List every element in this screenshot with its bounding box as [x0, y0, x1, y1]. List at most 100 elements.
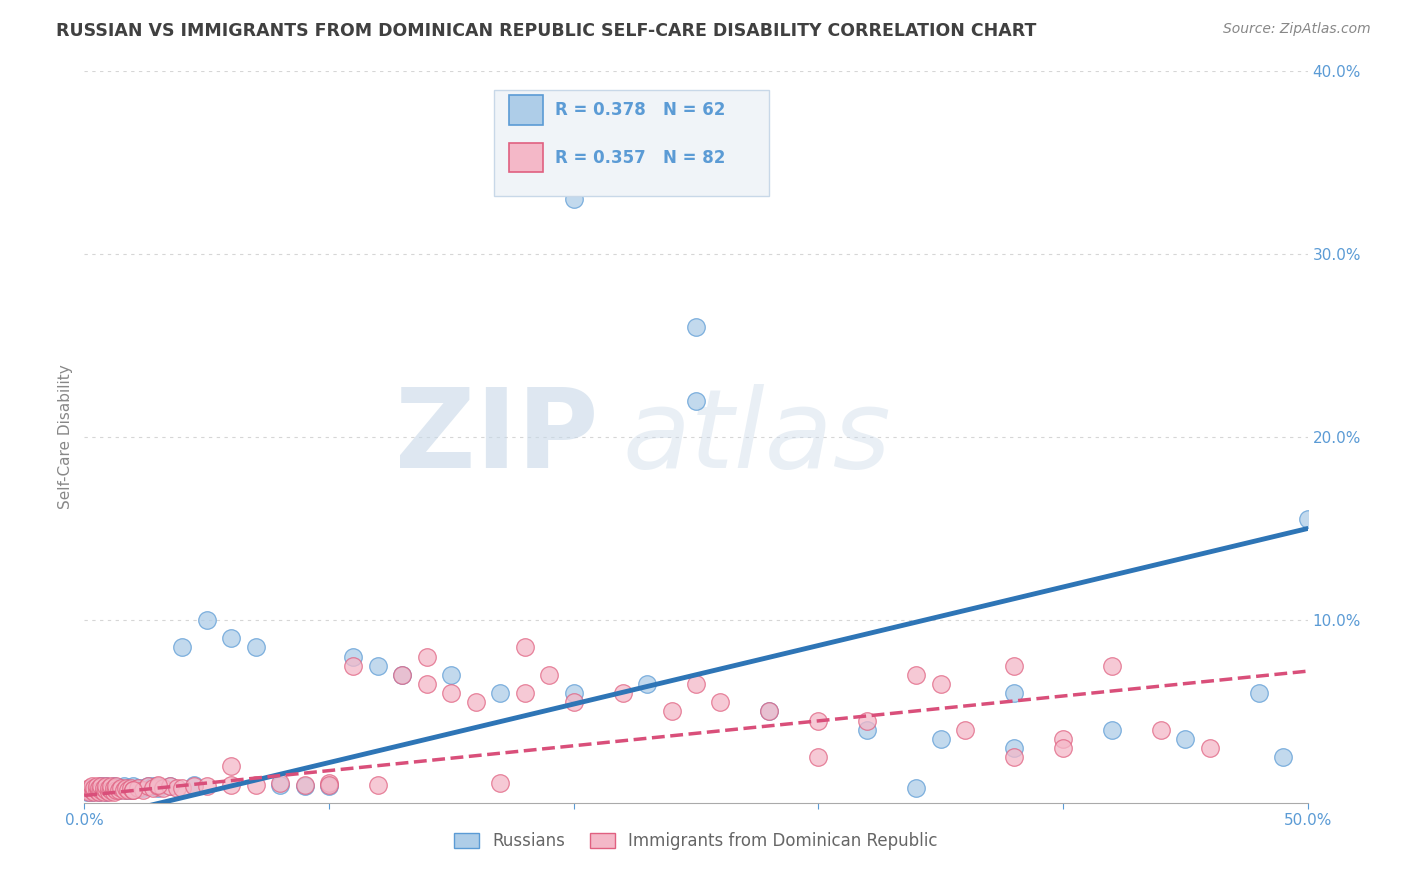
- Point: [120, 781, 142, 796]
- Point: [758, 705, 780, 719]
- Point: [1002, 658, 1025, 673]
- Point: [1101, 723, 1123, 737]
- Point: [105, 780, 128, 794]
- Point: [318, 780, 340, 794]
- Point: [513, 640, 536, 655]
- Point: [105, 783, 128, 797]
- Point: [685, 677, 707, 691]
- Point: [142, 781, 165, 796]
- Point: [416, 649, 439, 664]
- Point: [90, 780, 112, 794]
- Point: [489, 775, 512, 789]
- Text: R = 0.378   N = 62: R = 0.378 N = 62: [555, 101, 725, 120]
- Point: [612, 686, 634, 700]
- Point: [103, 781, 125, 796]
- Point: [142, 780, 165, 794]
- Point: [391, 667, 413, 681]
- Point: [1052, 740, 1074, 755]
- Point: [856, 723, 879, 737]
- Point: [86, 783, 108, 797]
- Point: [1150, 723, 1173, 737]
- Text: R = 0.357   N = 82: R = 0.357 N = 82: [555, 149, 725, 167]
- Text: ZIP: ZIP: [395, 384, 598, 491]
- Point: [127, 781, 149, 796]
- Point: [76, 783, 98, 797]
- Point: [1296, 512, 1319, 526]
- Point: [709, 695, 731, 709]
- FancyBboxPatch shape: [509, 95, 543, 125]
- Point: [464, 695, 486, 709]
- Point: [269, 775, 291, 789]
- Point: [77, 781, 100, 796]
- Point: [90, 783, 112, 797]
- Point: [159, 780, 181, 794]
- Point: [219, 632, 242, 646]
- Point: [562, 192, 585, 206]
- Point: [367, 778, 389, 792]
- Point: [758, 705, 780, 719]
- Point: [93, 783, 115, 797]
- Point: [342, 649, 364, 664]
- Point: [87, 785, 110, 799]
- Point: [195, 613, 218, 627]
- Point: [83, 785, 105, 799]
- Point: [83, 781, 105, 796]
- Point: [905, 781, 928, 796]
- Point: [1002, 740, 1025, 755]
- FancyBboxPatch shape: [494, 90, 769, 195]
- Point: [183, 778, 205, 792]
- Point: [80, 781, 103, 796]
- Point: [93, 781, 115, 796]
- Point: [122, 780, 145, 794]
- Point: [86, 783, 108, 797]
- Point: [294, 778, 316, 792]
- Point: [159, 780, 181, 794]
- Point: [117, 783, 139, 797]
- Point: [489, 686, 512, 700]
- Y-axis label: Self-Care Disability: Self-Care Disability: [58, 365, 73, 509]
- Point: [219, 778, 242, 792]
- Point: [122, 783, 145, 797]
- Point: [97, 781, 120, 796]
- Point: [110, 781, 132, 796]
- Legend: Russians, Immigrants from Dominican Republic: Russians, Immigrants from Dominican Repu…: [447, 825, 945, 856]
- Point: [685, 393, 707, 408]
- Point: [146, 781, 169, 796]
- Point: [905, 667, 928, 681]
- Point: [562, 695, 585, 709]
- Point: [132, 781, 155, 796]
- Point: [953, 723, 976, 737]
- Point: [112, 783, 135, 797]
- Point: [90, 783, 112, 797]
- Point: [87, 785, 110, 799]
- Point: [636, 677, 658, 691]
- Point: [245, 640, 267, 655]
- Point: [83, 783, 105, 797]
- Point: [1272, 750, 1295, 764]
- Point: [80, 783, 103, 797]
- Point: [117, 781, 139, 796]
- Point: [86, 781, 108, 796]
- Point: [86, 780, 108, 794]
- Point: [513, 686, 536, 700]
- Point: [294, 780, 316, 794]
- Point: [146, 780, 169, 794]
- Point: [807, 750, 830, 764]
- Text: Source: ZipAtlas.com: Source: ZipAtlas.com: [1223, 22, 1371, 37]
- Point: [105, 781, 128, 796]
- Point: [136, 780, 159, 794]
- Text: atlas: atlas: [623, 384, 891, 491]
- Point: [127, 781, 149, 796]
- Point: [391, 667, 413, 681]
- Point: [122, 783, 145, 797]
- Point: [77, 783, 100, 797]
- Point: [77, 785, 100, 799]
- Point: [110, 781, 132, 796]
- Point: [112, 780, 135, 794]
- Point: [97, 785, 120, 799]
- Point: [115, 781, 138, 796]
- Point: [685, 320, 707, 334]
- Point: [103, 780, 125, 794]
- Point: [90, 780, 112, 794]
- Point: [1247, 686, 1270, 700]
